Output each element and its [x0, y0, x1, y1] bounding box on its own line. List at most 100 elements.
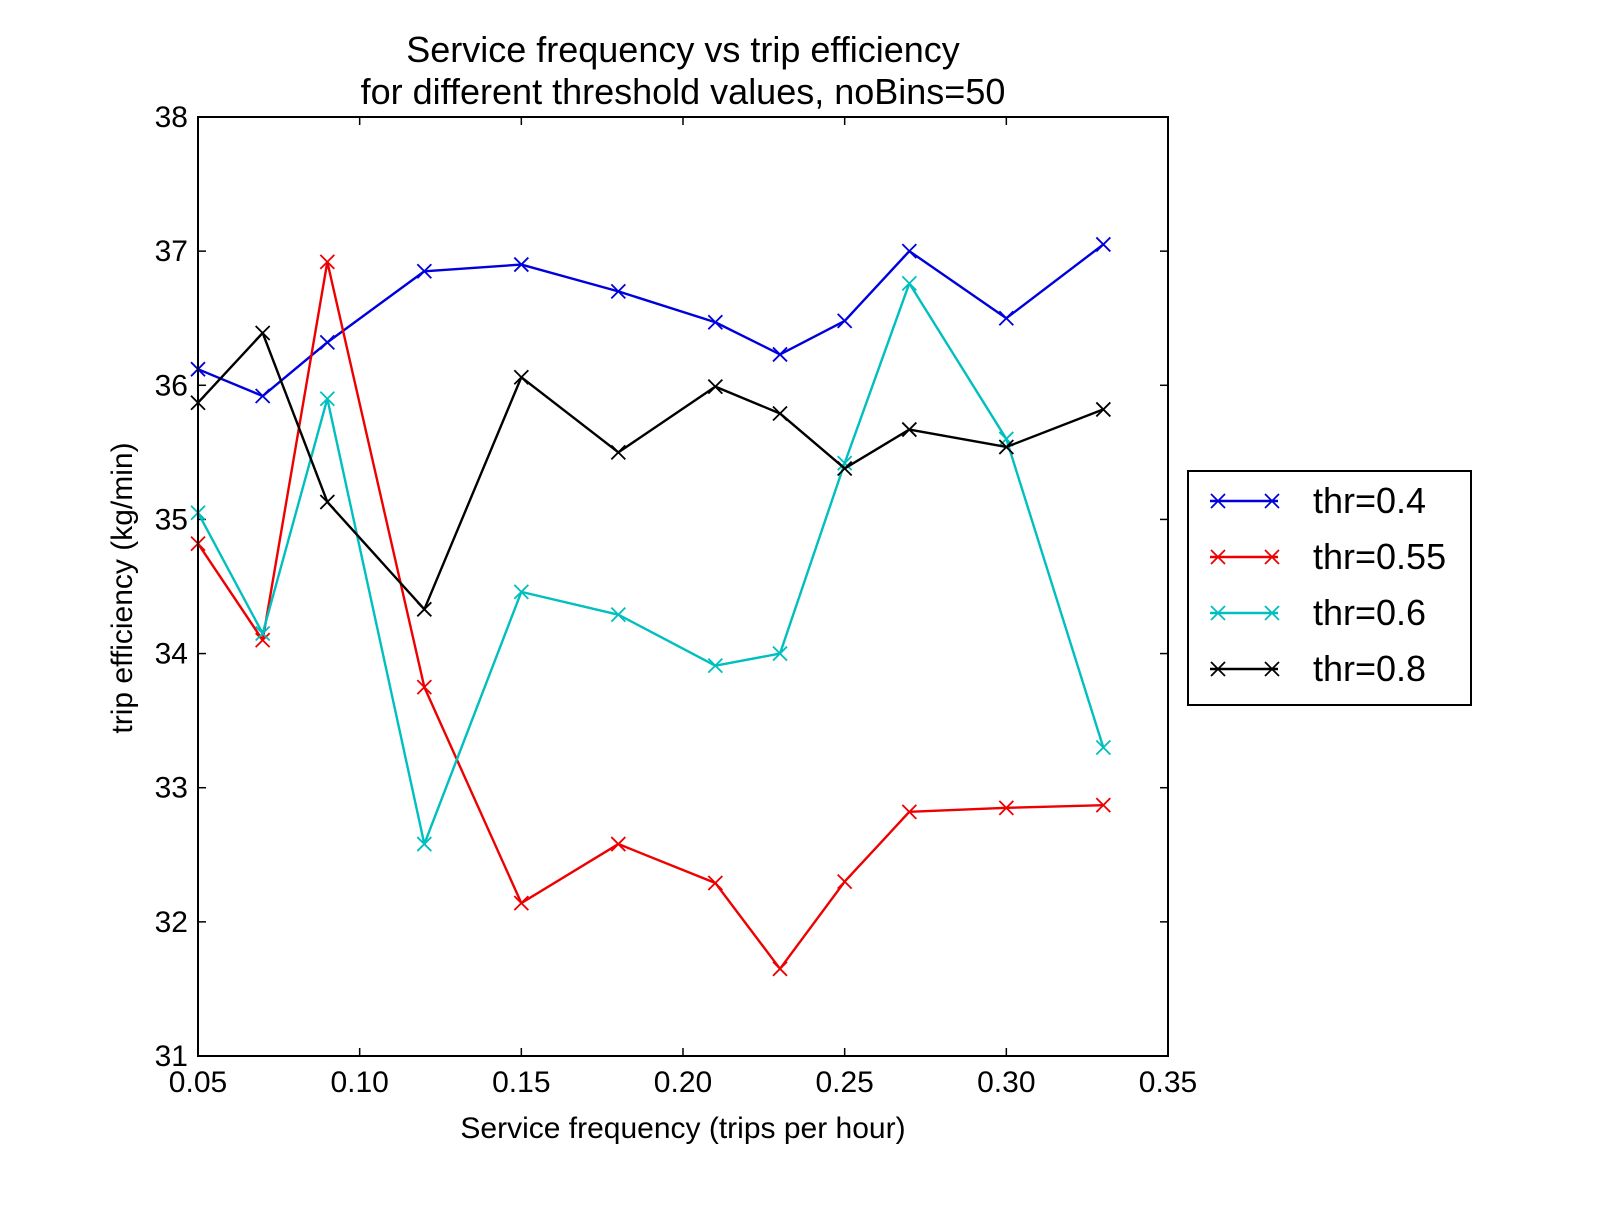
data-point-stroke	[1264, 549, 1280, 565]
data-point	[1264, 661, 1280, 677]
data-point	[837, 460, 853, 477]
data-point	[901, 421, 917, 438]
data-point	[610, 607, 626, 623]
data-point-stroke	[1095, 401, 1111, 418]
y-axis-ticks: 31 32 33 34 35 36 37 38	[155, 101, 1168, 1073]
data-point-stroke	[255, 632, 271, 648]
data-point	[416, 679, 432, 695]
legend-entry: thr=0.6	[1210, 592, 1426, 633]
y-tick-label: 34	[155, 638, 188, 671]
data-point	[998, 439, 1014, 455]
data-point-stroke	[707, 378, 723, 395]
data-point	[1095, 739, 1111, 756]
data-point	[772, 961, 788, 977]
data-point-stroke	[1095, 236, 1111, 253]
data-point-stroke	[837, 313, 853, 329]
chart-title-line-2: for different threshold values, noBins=5…	[361, 71, 1006, 112]
data-point-stroke	[610, 283, 626, 300]
y-tick-label: 37	[155, 235, 188, 268]
data-point-stroke	[998, 310, 1014, 326]
data-point	[772, 645, 788, 662]
x-axis-ticks: 0.05 0.10 0.15 0.20 0.25 0.30 0.35	[169, 117, 1197, 1099]
data-point-stroke	[416, 679, 432, 695]
data-point-stroke	[416, 263, 432, 279]
data-point	[772, 346, 788, 363]
series-line	[197, 260, 1104, 971]
data-point	[1210, 549, 1226, 565]
data-point-stroke	[416, 601, 432, 617]
data-point-stroke	[513, 895, 529, 911]
series-thr=0.8	[190, 325, 1111, 617]
series-line	[196, 282, 1105, 846]
data-point-stroke	[901, 421, 917, 438]
data-point	[1264, 605, 1280, 621]
x-tick-label: 0.10	[330, 1066, 388, 1099]
x-tick-label: 0.20	[654, 1066, 712, 1099]
data-point-stroke	[255, 325, 271, 341]
data-point-stroke	[1210, 605, 1226, 621]
x-tick-label: 0.25	[815, 1066, 873, 1099]
data-point-stroke	[319, 494, 335, 510]
data-point-stroke	[610, 607, 626, 623]
legend-label: thr=0.4	[1313, 480, 1426, 521]
y-tick-label: 31	[155, 1040, 188, 1073]
data-point	[319, 254, 335, 270]
series-thr=0.6	[190, 275, 1111, 852]
data-point	[1264, 549, 1280, 565]
data-point	[901, 275, 917, 291]
data-point-stroke	[1264, 605, 1280, 621]
y-axis-label: trip efficiency (kg/min)	[106, 442, 139, 733]
data-point-stroke	[1095, 739, 1111, 756]
data-point	[998, 310, 1014, 326]
y-tick-label: 38	[155, 101, 188, 134]
data-point	[416, 836, 432, 852]
data-point-stroke	[1264, 493, 1280, 509]
data-point	[707, 378, 723, 395]
data-point-stroke	[513, 256, 529, 273]
data-point-stroke	[255, 388, 271, 404]
x-tick-label: 0.30	[977, 1066, 1035, 1099]
data-point-stroke	[319, 334, 335, 350]
chart-title-line-1: Service frequency vs trip efficiency	[406, 29, 960, 70]
legend: thr=0.4 thr=0.55 thr=0.6 thr=0.8	[1187, 470, 1472, 706]
data-point	[772, 405, 788, 422]
x-tick-label: 0.05	[169, 1066, 227, 1099]
series-line	[197, 243, 1105, 398]
data-point	[1264, 493, 1280, 509]
y-tick-label: 36	[155, 369, 188, 402]
x-tick-label: 0.35	[1139, 1066, 1197, 1099]
data-point-stroke	[707, 658, 723, 674]
legend-label: thr=0.6	[1313, 592, 1426, 633]
data-point-stroke	[319, 391, 335, 407]
data-point-stroke	[772, 346, 788, 363]
data-point-stroke	[416, 836, 432, 852]
data-point-stroke	[998, 431, 1014, 447]
data-point-stroke	[901, 804, 917, 820]
data-point-stroke	[998, 439, 1014, 455]
data-point	[513, 256, 529, 273]
data-point	[1095, 797, 1111, 813]
data-point	[513, 369, 529, 385]
legend-entry: thr=0.8	[1210, 648, 1426, 689]
data-point-stroke	[837, 455, 853, 471]
data-point	[1095, 236, 1111, 253]
legend-label: thr=0.8	[1313, 648, 1426, 689]
data-point	[513, 895, 529, 911]
data-point-stroke	[772, 961, 788, 977]
y-tick-label: 33	[155, 772, 188, 805]
data-point	[319, 494, 335, 510]
data-point	[1210, 661, 1226, 677]
data-point	[513, 584, 529, 600]
data-point	[319, 391, 335, 407]
series-layer	[190, 236, 1111, 977]
data-point	[319, 334, 335, 350]
data-point	[416, 263, 432, 279]
data-point	[707, 875, 723, 891]
series-line	[197, 331, 1104, 611]
plot-area-frame	[197, 116, 1169, 1057]
data-point-stroke	[772, 405, 788, 422]
data-point-stroke	[707, 875, 723, 891]
x-tick-label: 0.15	[492, 1066, 550, 1099]
data-point-stroke	[610, 836, 626, 852]
data-point	[901, 243, 917, 259]
